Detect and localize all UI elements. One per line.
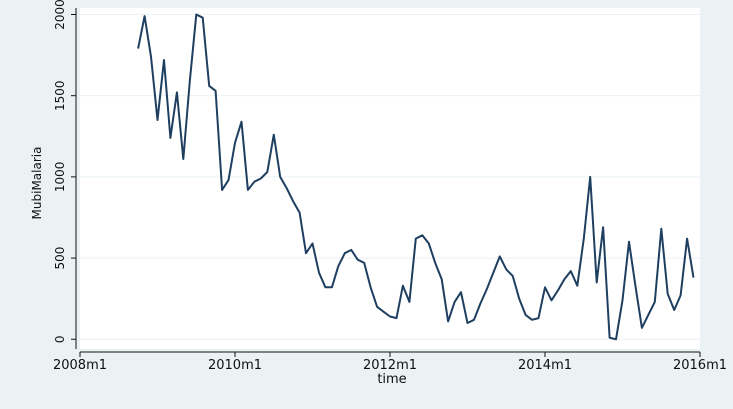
x-tick-label: 2008m1 bbox=[53, 358, 107, 373]
y-tick-label: 2000 bbox=[53, 0, 67, 30]
y-tick-label: 1500 bbox=[53, 80, 67, 111]
y-tick-label: 1000 bbox=[53, 162, 67, 193]
x-tick-label: 2014m1 bbox=[518, 358, 572, 373]
x-tick-label: 2016m1 bbox=[673, 358, 727, 373]
gridlines bbox=[80, 13, 700, 340]
y-tick-label: 0 bbox=[53, 335, 67, 343]
y-tick-label: 500 bbox=[53, 247, 67, 270]
x-tick-label: 2010m1 bbox=[208, 358, 262, 373]
x-tick-label: 2012m1 bbox=[363, 358, 417, 373]
plot-background bbox=[80, 8, 700, 349]
x-axis-label: time bbox=[377, 372, 406, 387]
series-layer bbox=[137, 13, 695, 341]
y-axis-label: MubiMalaria bbox=[30, 147, 44, 220]
axes: 0 500 1000 1500 2000 2008m1 2010m1 2012m1 2014m1… bbox=[53, 0, 727, 373]
series-line bbox=[137, 13, 695, 341]
